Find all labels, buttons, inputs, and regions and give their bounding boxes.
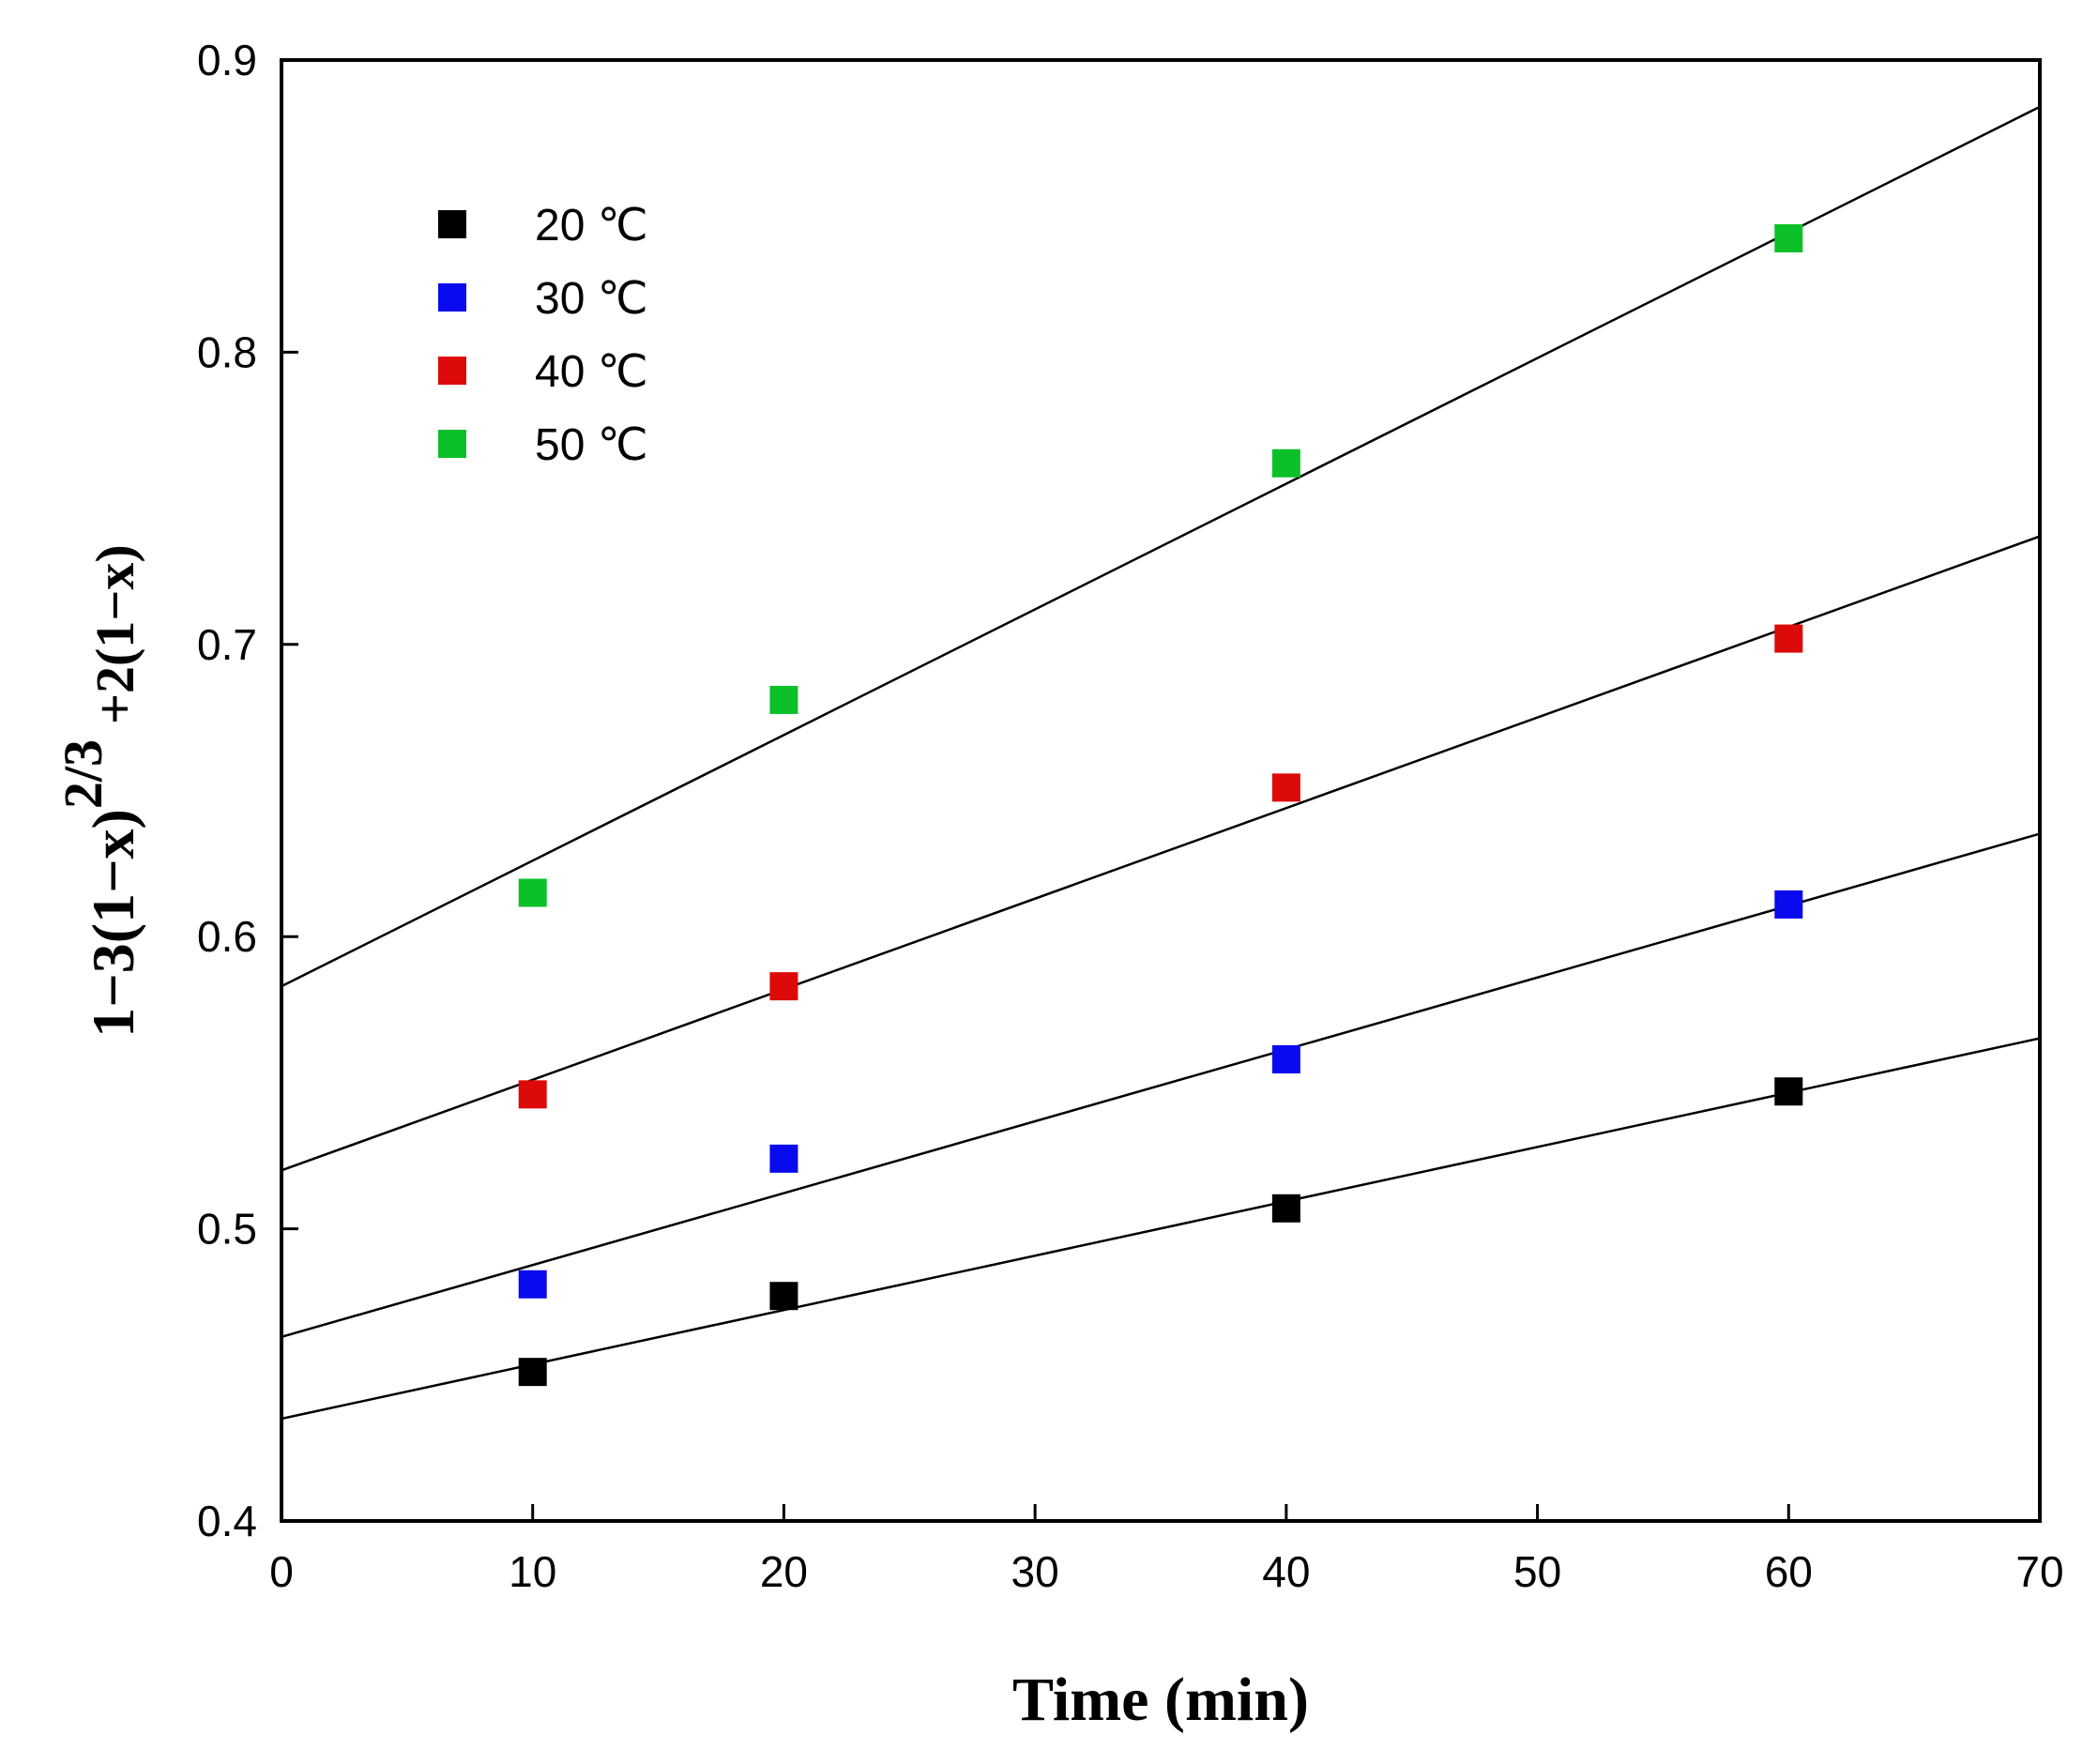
legend: 20 ℃ 30 ℃ 40 ℃ 50 ℃ <box>438 201 648 470</box>
legend-label: 20 ℃ <box>535 201 648 251</box>
legend-label: 50 ℃ <box>535 420 648 470</box>
y-tick-label: 0.6 <box>197 912 257 961</box>
x-tick-label: 0 <box>269 1547 294 1596</box>
x-tick-label: 60 <box>1765 1547 1813 1596</box>
data-point <box>1774 890 1803 919</box>
x-axis-ticks: 0 10 20 30 40 50 60 70 <box>269 1504 2064 1596</box>
y-axis-title-tail: +2(1−x) <box>84 544 145 724</box>
y-tick-label: 0.9 <box>197 36 257 84</box>
data-point <box>1774 223 1803 252</box>
data-point <box>518 1358 547 1387</box>
y-tick-label: 0.4 <box>197 1497 257 1545</box>
data-point <box>1774 624 1803 653</box>
legend-marker <box>438 357 466 385</box>
data-point <box>518 1080 547 1109</box>
plot-frame <box>280 58 2042 1523</box>
data-point <box>1774 1077 1803 1106</box>
fit-line <box>281 1037 2041 1421</box>
data-point <box>1271 449 1300 478</box>
x-tick-label: 40 <box>1262 1547 1310 1596</box>
y-axis-title-superscript: 2/3 <box>53 739 114 809</box>
y-axis-title-main: 1−3(1−x) <box>80 809 146 1038</box>
data-point <box>1271 1194 1300 1223</box>
fit-line <box>281 535 2041 1172</box>
data-point <box>769 1144 798 1173</box>
data-markers <box>518 223 1803 1387</box>
x-tick-label: 30 <box>1011 1547 1059 1596</box>
fit-line <box>281 832 2041 1339</box>
data-point <box>1271 1044 1300 1073</box>
y-tick-label: 0.5 <box>197 1205 257 1254</box>
x-tick-label: 10 <box>509 1547 556 1596</box>
data-point <box>518 878 547 907</box>
legend-marker <box>438 210 466 238</box>
legend-label: 30 ℃ <box>535 274 648 324</box>
x-tick-label: 20 <box>760 1547 808 1596</box>
x-tick-label: 70 <box>2015 1547 2063 1596</box>
data-point <box>769 972 798 1001</box>
data-point <box>769 685 798 714</box>
data-point <box>1271 773 1300 802</box>
y-axis-title: 1−3(1−x)2/3 +2(1−x) <box>53 544 146 1037</box>
legend-marker <box>438 283 466 312</box>
legend-marker <box>438 430 466 458</box>
x-axis-title: Time (min) <box>1012 1665 1309 1734</box>
fit-line <box>281 105 2041 988</box>
data-point <box>769 1282 798 1311</box>
y-tick-label: 0.8 <box>197 327 257 376</box>
y-axis-ticks: 0.4 0.5 0.6 0.7 0.8 0.9 <box>197 36 298 1545</box>
data-point <box>518 1270 547 1299</box>
x-tick-label: 50 <box>1513 1547 1561 1596</box>
y-tick-label: 0.7 <box>197 620 257 669</box>
fit-lines <box>281 105 2041 1421</box>
legend-label: 40 ℃ <box>535 347 648 397</box>
